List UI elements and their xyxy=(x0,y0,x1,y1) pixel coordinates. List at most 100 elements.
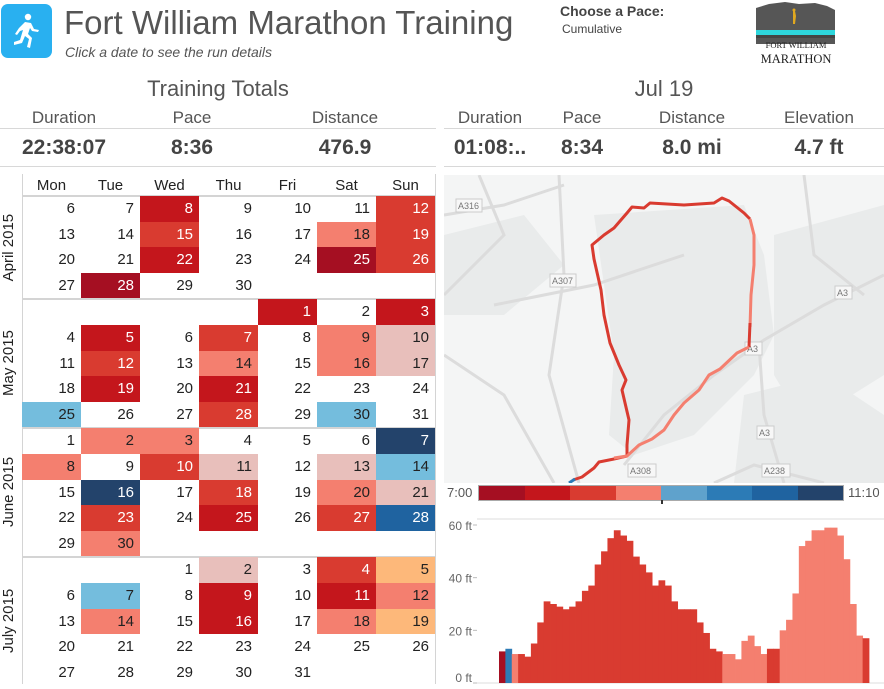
calendar-day[interactable]: 8 xyxy=(302,329,311,346)
calendar-day[interactable]: 25 xyxy=(353,638,370,656)
calendar-day[interactable]: 1 xyxy=(258,299,317,325)
calendar-day[interactable]: 19 xyxy=(376,221,435,248)
calendar-day[interactable]: 1 xyxy=(184,561,193,579)
calendar-day[interactable]: 2 xyxy=(199,557,258,583)
calendar-day[interactable]: 23 xyxy=(235,638,252,656)
calendar-day[interactable]: 3 xyxy=(140,428,199,454)
calendar-day[interactable]: 21 xyxy=(117,638,134,656)
calendar-day[interactable]: 4 xyxy=(66,329,75,346)
calendar-day[interactable]: 10 xyxy=(140,454,199,480)
calendar-day[interactable]: 6 xyxy=(66,200,75,217)
calendar-day[interactable]: 20 xyxy=(58,251,75,269)
calendar-day[interactable]: 17 xyxy=(294,612,311,630)
calendar-day[interactable]: 16 xyxy=(235,225,252,243)
calendar-day[interactable]: 24 xyxy=(294,251,311,269)
calendar-day[interactable]: 17 xyxy=(294,225,311,243)
calendar-day[interactable]: 30 xyxy=(317,401,376,428)
calendar-day[interactable]: 25 xyxy=(199,505,258,531)
calendar-day[interactable]: 7 xyxy=(199,325,258,351)
calendar-day[interactable]: 13 xyxy=(58,225,75,243)
calendar-day[interactable]: 20 xyxy=(58,638,75,656)
calendar-day[interactable]: 28 xyxy=(117,663,134,681)
calendar-day[interactable]: 8 xyxy=(184,587,193,604)
calendar-day[interactable]: 9 xyxy=(199,583,258,609)
calendar-day[interactable]: 24 xyxy=(412,380,429,398)
calendar-day[interactable]: 18 xyxy=(317,608,376,635)
calendar-day[interactable]: 29 xyxy=(176,276,193,294)
calendar-day[interactable]: 29 xyxy=(294,405,311,423)
calendar-day[interactable]: 26 xyxy=(294,509,311,527)
calendar-day[interactable]: 9 xyxy=(125,458,134,475)
calendar-day[interactable]: 22 xyxy=(140,247,199,273)
calendar-day[interactable]: 14 xyxy=(376,454,435,480)
calendar-day[interactable]: 14 xyxy=(81,608,140,635)
calendar-day[interactable]: 27 xyxy=(176,405,193,423)
calendar-day[interactable]: 17 xyxy=(176,483,193,501)
calendar-day[interactable]: 19 xyxy=(376,608,435,635)
calendar-day[interactable]: 31 xyxy=(294,663,311,681)
calendar-day[interactable]: 4 xyxy=(317,557,376,583)
calendar-day[interactable]: 16 xyxy=(317,350,376,377)
calendar-day[interactable]: 2 xyxy=(361,303,370,321)
calendar-day[interactable]: 21 xyxy=(117,251,134,269)
calendar-day[interactable]: 21 xyxy=(199,376,258,402)
calendar-day[interactable]: 27 xyxy=(58,663,75,681)
calendar-day[interactable]: 2 xyxy=(81,428,140,454)
calendar-day[interactable]: 29 xyxy=(58,534,75,552)
calendar-day[interactable]: 23 xyxy=(235,251,252,269)
calendar-day[interactable]: 25 xyxy=(22,401,81,428)
calendar-day[interactable]: 3 xyxy=(376,299,435,325)
calendar-day[interactable]: 19 xyxy=(81,376,140,402)
calendar-day[interactable]: 23 xyxy=(353,380,370,398)
calendar-day[interactable]: 21 xyxy=(376,479,435,506)
calendar-day[interactable]: 10 xyxy=(294,587,311,604)
calendar-day[interactable]: 12 xyxy=(81,350,140,377)
calendar-day[interactable]: 15 xyxy=(176,612,193,630)
calendar-day[interactable]: 28 xyxy=(376,505,435,531)
calendar-day[interactable]: 10 xyxy=(376,325,435,351)
calendar-day[interactable]: 11 xyxy=(59,354,75,372)
calendar-day[interactable]: 22 xyxy=(176,638,193,656)
pace-selector[interactable]: Cumulative xyxy=(562,22,623,36)
calendar-day[interactable]: 7 xyxy=(125,200,134,217)
calendar-day[interactable]: 13 xyxy=(317,454,376,480)
calendar-day[interactable]: 5 xyxy=(81,325,140,351)
calendar-day[interactable]: 5 xyxy=(376,557,435,583)
calendar-day[interactable]: 9 xyxy=(317,325,376,351)
route-map[interactable]: A316 A307 A3 A3 A3 A308 A238 xyxy=(444,175,884,483)
calendar-day[interactable]: 11 xyxy=(317,583,376,609)
calendar-day[interactable]: 23 xyxy=(81,505,140,531)
calendar-day[interactable]: 11 xyxy=(199,454,258,480)
calendar-day[interactable]: 9 xyxy=(243,200,252,217)
calendar-day[interactable]: 20 xyxy=(317,479,376,506)
calendar-day[interactable]: 6 xyxy=(184,329,193,346)
calendar-day[interactable]: 15 xyxy=(58,483,75,501)
calendar-day[interactable]: 17 xyxy=(376,350,435,377)
calendar-day[interactable]: 16 xyxy=(81,479,140,506)
calendar-day[interactable]: 12 xyxy=(376,583,435,609)
calendar-day[interactable]: 14 xyxy=(199,350,258,377)
calendar-day[interactable]: 13 xyxy=(176,354,193,372)
calendar-day[interactable]: 19 xyxy=(294,483,311,501)
calendar-day[interactable]: 28 xyxy=(81,272,140,299)
calendar-day[interactable]: 18 xyxy=(199,479,258,506)
calendar-day[interactable]: 30 xyxy=(235,663,252,681)
calendar-day[interactable]: 12 xyxy=(376,196,435,222)
calendar-day[interactable]: 6 xyxy=(361,432,370,450)
calendar-day[interactable]: 7 xyxy=(81,583,140,609)
calendar-day[interactable]: 22 xyxy=(58,509,75,527)
calendar-day[interactable]: 1 xyxy=(66,432,75,450)
calendar-day[interactable]: 16 xyxy=(199,608,258,635)
calendar-day[interactable]: 15 xyxy=(140,221,199,248)
calendar-day[interactable]: 8 xyxy=(140,196,199,222)
calendar-day[interactable]: 6 xyxy=(66,587,75,604)
calendar-day[interactable]: 24 xyxy=(294,638,311,656)
calendar-day[interactable]: 3 xyxy=(302,561,311,579)
calendar-day[interactable]: 10 xyxy=(294,200,311,217)
calendar-day[interactable]: 24 xyxy=(176,509,193,527)
calendar-day[interactable]: 26 xyxy=(376,247,435,273)
calendar-day[interactable]: 18 xyxy=(317,221,376,248)
calendar-day[interactable]: 20 xyxy=(176,380,193,398)
calendar-day[interactable]: 8 xyxy=(22,454,81,480)
calendar-day[interactable]: 26 xyxy=(412,638,429,656)
